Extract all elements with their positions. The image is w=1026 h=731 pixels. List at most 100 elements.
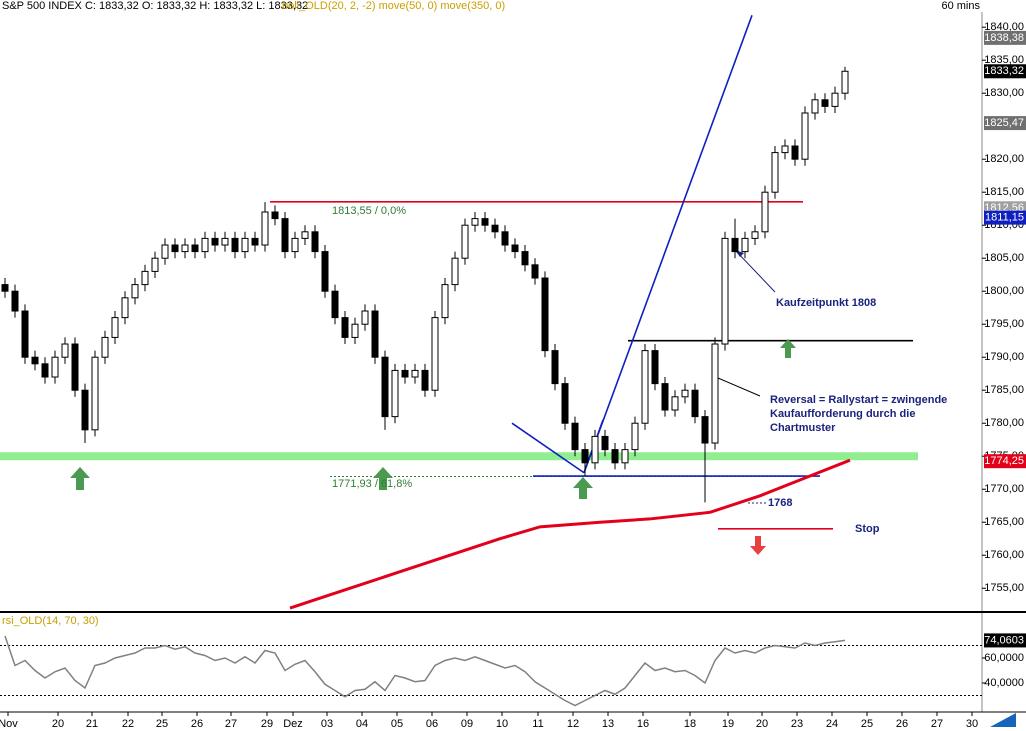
x-tick-label: 09 [461,718,473,730]
rsi-y-tick-label: 60,0000 [984,652,1024,664]
y-tick-label: 1795,00 [984,318,1024,330]
x-tick-label: 22 [122,718,134,730]
candle-body [231,237,239,253]
up-arrow [373,467,393,490]
candle-body [171,244,179,253]
candle-body [211,237,219,246]
x-tick-label: 29 [261,718,273,730]
rsi-line [4,635,846,707]
candle-body [21,310,29,358]
moving-average [289,458,851,610]
y-tick-label: 1840,00 [984,21,1024,33]
x-tick-label: 12 [567,718,579,730]
candle-body [791,145,799,160]
x-tick-label: 20 [52,718,64,730]
x-tick-label: 03 [321,718,333,730]
x-tick-label: 19 [722,718,734,730]
y-tick-label: 1830,00 [984,87,1024,99]
annotation: Kaufzeitpunkt 1808 [776,297,876,309]
candle-body [261,211,269,246]
candle-body [241,237,249,253]
candle-body [521,251,529,266]
price-marker [984,210,1026,225]
candle-body [341,317,349,338]
candle-body [311,231,319,253]
candle-body [61,343,69,358]
corner-icon [990,713,1016,727]
x-tick-label: 26 [896,718,908,730]
annotation: 1813,55 / 0,0% [332,205,406,217]
candle-body [831,92,839,107]
candle-body [541,277,549,352]
annotation: Kaufaufforderung durch die [770,408,915,420]
candle-body [721,237,729,345]
price-marker [984,64,1026,79]
candle-body [351,323,359,338]
rsi-marker-label: 74,0603 [984,634,1024,646]
y-tick-label: 1760,00 [984,549,1024,561]
candle-body [361,310,369,325]
candle-body [501,231,509,246]
candle-body [621,449,629,464]
annotation-line [583,15,753,474]
candle-body [201,237,209,253]
x-tick-label: 20 [756,718,768,730]
y-tick-label: 1785,00 [984,384,1024,396]
candle-body [381,356,389,418]
candle-body [281,218,289,253]
candle-body [161,244,169,259]
indicators: boll_OLD(20, 2, -2) move(50, 0) move(350… [282,0,505,12]
candle-body [821,99,829,107]
price-marker-label: 1811,15 [985,212,1024,224]
rsi-y-tick-label: 40,0000 [984,677,1024,689]
candle-body [221,237,229,246]
candle-body [811,99,819,114]
annotation: 1768 [768,497,792,509]
rsi-label: rsi_OLD(14, 70, 30) [2,615,99,627]
x-tick-label: 11 [532,718,543,730]
candle-body [581,449,589,464]
candle-body [401,369,409,378]
x-tick-label: 21 [86,718,98,730]
y-tick-label: 1755,00 [984,582,1024,594]
candle-body [701,416,709,444]
candle-body [141,270,149,286]
candle-body [331,290,339,319]
candle-body [561,383,569,424]
x-tick-label: 04 [356,718,368,730]
candle-body [111,317,119,338]
candle-body [671,396,679,411]
candle-body [761,191,769,233]
candle-body [661,383,669,411]
candle-body [551,350,559,385]
candle-body [151,257,159,272]
candle-body [841,70,849,94]
annotation: Stop [855,523,880,535]
candle-body [771,152,779,193]
down-arrow [750,536,766,555]
candle-body [731,237,739,253]
candle-body [691,389,699,418]
x-tick-label: 05 [391,718,403,730]
x-tick-label: 24 [826,718,838,730]
x-tick-label: Dez [283,718,303,730]
annotation: Chartmuster [770,422,836,434]
x-tick-label: 10 [496,718,508,730]
y-tick-label: 1790,00 [984,351,1024,363]
candle-body [491,224,499,233]
up-arrow [573,477,593,499]
candle-body [321,251,329,292]
annotation: 1771,93 / 61,8% [332,478,412,490]
y-tick-label: 1765,00 [984,516,1024,528]
candle-body [411,369,419,378]
candle-body [441,284,449,319]
candle-body [131,284,139,299]
price-marker [984,116,1026,131]
candle-body [781,145,789,154]
candle-body [41,363,49,378]
annotation-line [511,422,585,474]
price-marker-label: 1838,38 [984,32,1024,44]
candle-body [51,356,59,378]
y-tick-label: 1800,00 [984,285,1024,297]
candle-body [611,449,619,464]
